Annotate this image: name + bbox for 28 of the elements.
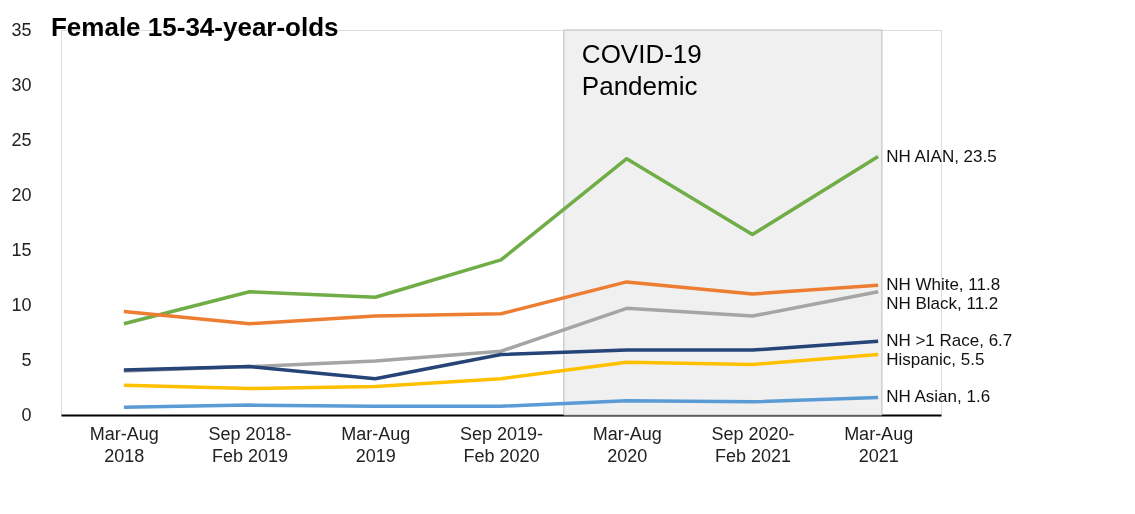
series-label: NH >1 Race, 6.7 [886, 331, 1013, 351]
y-tick-label: 10 [11, 294, 32, 315]
x-tick-label: Mar-Aug 2018 [89, 423, 159, 466]
y-tick-label: 30 [11, 74, 32, 95]
line-series [122, 352, 880, 391]
y-tick-label: 5 [21, 349, 32, 370]
line-series [122, 280, 880, 326]
band-label: COVID-19 Pandemic [581, 39, 702, 101]
y-tick-label: 35 [11, 19, 32, 40]
x-tick-label: Sep 2020- Feb 2021 [711, 423, 795, 466]
chart-title: Female 15-34-year-olds [50, 12, 339, 42]
y-tick-label: 0 [21, 404, 32, 425]
series-label: NH AIAN, 23.5 [886, 146, 997, 166]
y-tick-label: 25 [11, 129, 32, 150]
series-label: Hispanic, 5.5 [886, 350, 985, 370]
x-tick-label: Mar-Aug 2020 [592, 423, 662, 466]
y-tick-label: 15 [11, 239, 32, 260]
x-tick-label: Mar-Aug 2021 [844, 423, 914, 466]
x-tick-label: Sep 2019- Feb 2020 [459, 423, 544, 466]
x-tick-label: Sep 2018- Feb 2019 [208, 423, 292, 466]
line-series [122, 395, 880, 410]
series-label: NH Asian, 1.6 [886, 387, 991, 407]
series-label: NH Black, 11.2 [886, 294, 999, 314]
line-series [122, 154, 880, 326]
line-series [122, 339, 880, 381]
series-label: NH White, 11.8 [886, 275, 1001, 295]
y-tick-label: 20 [11, 184, 32, 205]
x-tick-label: Mar-Aug 2019 [341, 423, 411, 466]
